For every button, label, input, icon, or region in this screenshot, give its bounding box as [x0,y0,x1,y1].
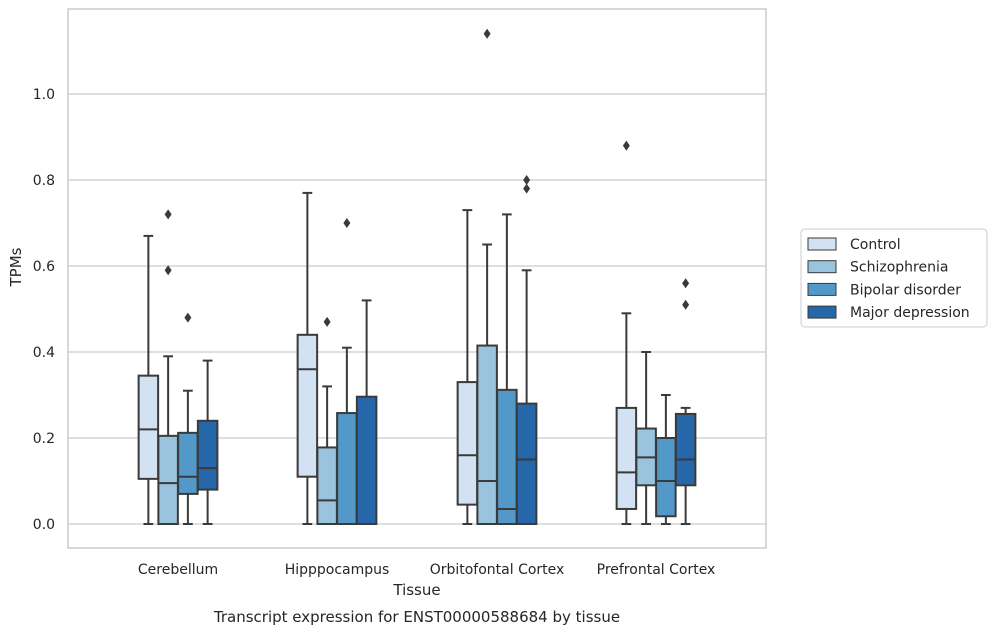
plot-frame [67,8,767,549]
box [476,344,498,525]
y-tick-label: 0.4 [33,345,55,361]
box [496,388,518,525]
box [456,381,479,506]
x-tick-label: Hipppocampus [285,562,390,578]
legend-label: Schizophrenia [850,260,948,276]
box [316,446,338,525]
box [137,374,160,480]
box-control [615,140,638,525]
legend-swatch [807,260,837,274]
x-tick-label: Cerebellum [138,562,218,578]
x-tick-label: Orbitofontal Cortex [430,562,565,578]
outlier-point [483,28,491,39]
box-control [456,209,479,525]
box [296,333,319,478]
box-major-depression [515,175,538,526]
box [336,412,358,525]
box-major-depression [196,359,219,525]
chart-caption: Transcript expression for ENST0000058868… [213,608,620,626]
outlier-point [682,278,690,289]
legend: Control Schizophrenia Bipolar disorder Majo… [800,228,988,328]
outlier-point [164,265,172,276]
box [177,431,199,495]
box-bipolar-disorder [336,218,358,525]
box-bipolar-disorder [496,213,518,525]
box-bipolar-disorder [655,394,677,525]
y-tick-label: 0.2 [33,431,55,447]
box [515,402,538,526]
box-control [296,191,319,525]
box [355,395,378,525]
outlier-point [523,183,531,194]
box-bipolar-disorder [177,312,199,525]
legend-label: Control [850,237,901,253]
box [157,434,179,526]
y-tick-label: 0.0 [33,517,55,533]
box [196,419,219,491]
box-groups [137,28,697,526]
box-schizophrenia [476,28,498,525]
outlier-point [682,299,690,310]
box-major-depression [674,278,697,525]
box-schizophrenia [316,316,338,525]
box-major-depression [355,299,378,525]
box-control [137,234,160,525]
outlier-point [622,140,630,151]
legend-swatch [807,237,837,251]
box-schizophrenia [157,209,179,526]
outlier-point [323,316,331,327]
x-tick-label: Prefrontal Cortex [597,562,716,578]
legend-label: Major depression [850,305,970,321]
outlier-point [523,175,531,185]
y-axis-label: TPMs [7,247,25,287]
legend-frame [800,228,988,328]
y-tick-labels: 0.0 0.2 0.4 0.6 0.8 1.0 [33,87,55,533]
outlier-point [184,312,192,323]
outlier-point [343,218,351,228]
legend-swatch [807,282,837,296]
y-tick-label: 0.6 [33,259,55,275]
box-schizophrenia [635,351,657,525]
y-tick-label: 0.8 [33,173,55,189]
box [615,406,638,510]
box [655,437,677,518]
x-axis-label: Tissue [392,581,440,599]
legend-label: Bipolar disorder [850,282,961,298]
outlier-point [164,209,172,220]
legend-swatch [807,305,837,319]
box [674,412,697,487]
x-tick-labels: Cerebellum Hipppocampus Orbitofontal Corte… [138,562,715,578]
y-tick-label: 1.0 [33,87,55,103]
